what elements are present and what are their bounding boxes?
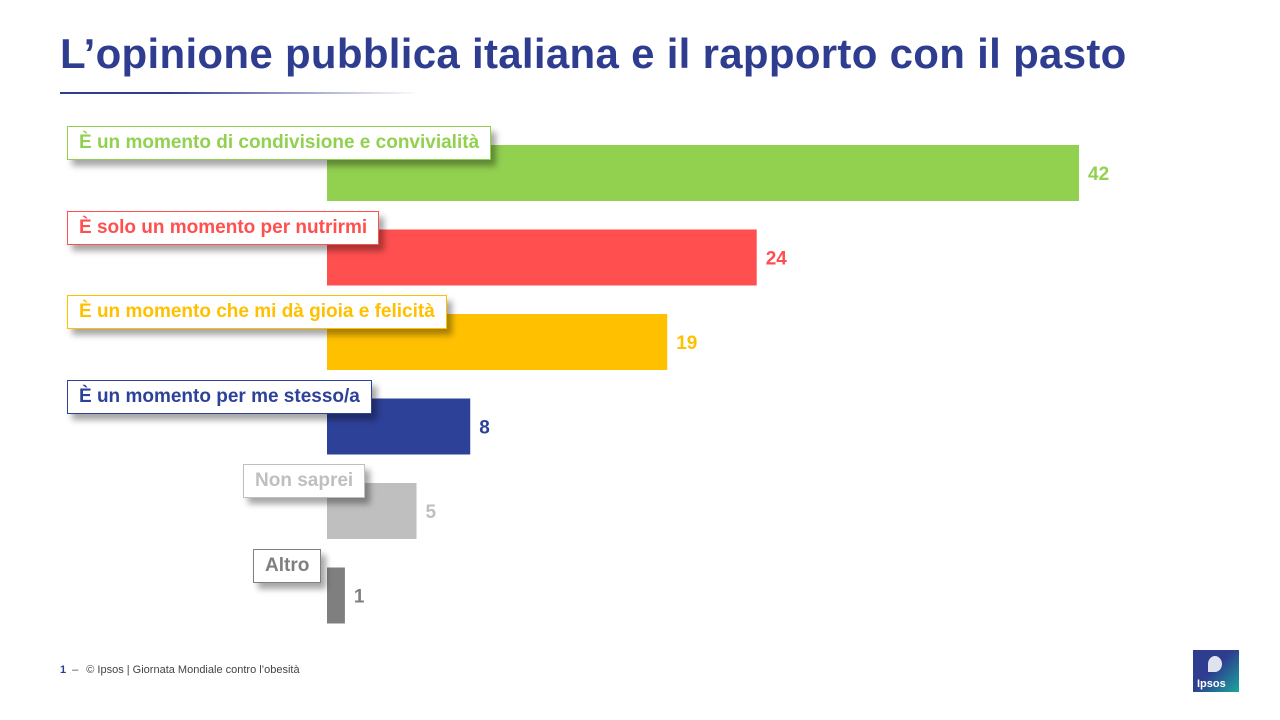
bar-value-label-1: 24 [766,249,788,270]
category-label-3: È un momento per me stesso/a [67,379,372,414]
footer: 1– © Ipsos | Giornata Mondiale contro l’o… [60,664,300,676]
bar-1 [327,229,757,286]
page-number: 1 [60,664,67,676]
page-title: L’opinione pubblica italiana e il rappor… [60,30,1127,77]
bar-value-label-0: 42 [1088,164,1109,185]
bar-5 [327,567,345,624]
footer-text: © Ipsos | Giornata Mondiale contro l’obe… [86,664,300,676]
ipsos-logo-icon [1208,656,1222,672]
category-label-0: È un momento di condivisione e convivial… [67,126,492,160]
bar-value-label-4: 5 [426,502,437,523]
footer-dash: – [72,664,79,676]
category-label-5: Altro [253,548,322,583]
bar-value-label-3: 8 [479,418,490,439]
bar-value-label-5: 1 [354,587,365,608]
bar-value-label-2: 19 [676,333,697,354]
category-label-1: È solo un momento per nutrirmi [67,210,380,245]
category-label-2: È un momento che mi dà gioia e felicità [67,295,447,329]
category-label-4: Non saprei [243,464,366,498]
logo-text: Ipsos [1197,678,1226,690]
title-underline [60,92,420,94]
ipsos-logo: Ipsos [1193,650,1239,692]
